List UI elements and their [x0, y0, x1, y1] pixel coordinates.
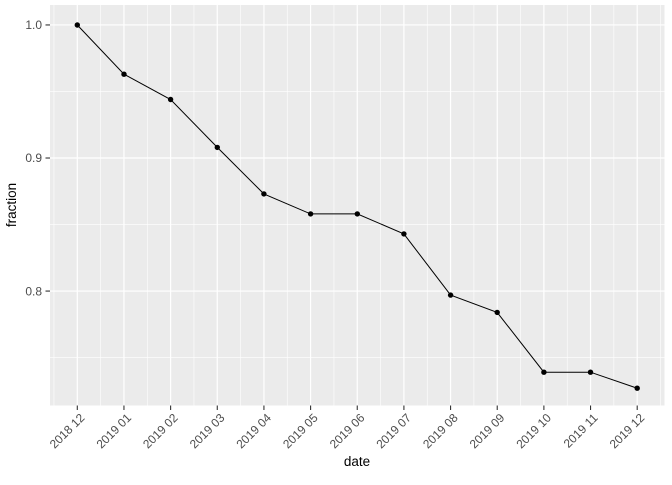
x-tick-label: 2019 12 [607, 411, 648, 452]
y-tick-label: 0.8 [25, 284, 42, 298]
x-tick-label: 2018 12 [47, 411, 88, 452]
x-tick-label: 2019 01 [94, 411, 135, 452]
x-tick-label: 2019 04 [233, 411, 274, 452]
y-tick-label: 1.0 [25, 18, 42, 32]
x-tick-label: 2019 06 [327, 411, 368, 452]
x-tick-label: 2019 08 [420, 411, 461, 452]
data-point [634, 385, 640, 391]
chart-generated-layer: 2018 12 2019 01 2019 02 2019 03 2019 04 2019 … [25, 5, 665, 452]
x-tick-label: 2019 05 [280, 411, 321, 452]
data-point [494, 309, 500, 316]
x-tick-label: 2019 09 [467, 411, 508, 452]
data-point [74, 22, 81, 28]
x-tick-label: 2019 07 [373, 411, 414, 452]
data-point [121, 71, 127, 77]
data-point [214, 144, 220, 151]
data-point [354, 211, 360, 217]
data-point [587, 369, 594, 375]
y-axis-title: fraction [4, 183, 19, 227]
data-point [447, 292, 454, 298]
data-point [167, 96, 174, 103]
x-tick-label: 2019 10 [513, 411, 554, 452]
x-tick-label: 2019 03 [187, 411, 228, 452]
data-point [307, 211, 314, 217]
data-point [261, 191, 267, 197]
data-point [541, 369, 547, 375]
x-axis-title: date [344, 454, 370, 469]
y-tick-label: 0.9 [25, 151, 42, 165]
data-point [401, 231, 407, 237]
x-tick-label: 2019 02 [140, 411, 181, 452]
x-tick-label: 2019 11 [561, 411, 601, 451]
